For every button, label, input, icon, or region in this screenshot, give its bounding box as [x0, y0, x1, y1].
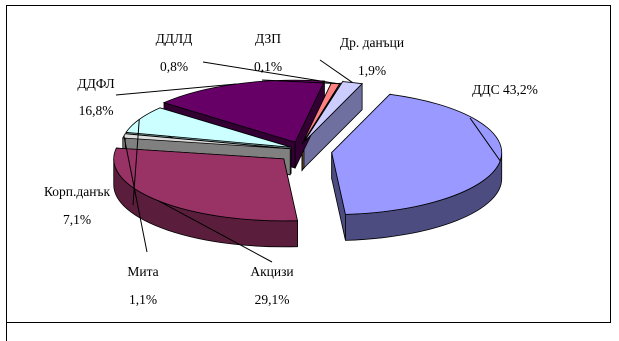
label-ddld-name: ДДЛД [156, 31, 193, 46]
label-ddld-pct: 0,8% [160, 59, 188, 74]
label-korp-name: Корп.данък [44, 184, 110, 199]
slice-дрданъци [303, 81, 363, 143]
leader-акцизи [157, 200, 273, 263]
leader-корпданък [132, 119, 140, 206]
leader-lines [115, 59, 501, 263]
label-ddfl-pct: 16,8% [79, 103, 114, 118]
label-dr-name: Др. данъци [340, 35, 404, 50]
pie-tops [113, 79, 503, 222]
label-dds: ДДС 43,2% [472, 82, 538, 97]
frame-edge [6, 322, 7, 341]
leader-ддс [469, 117, 501, 162]
slice-мита [122, 133, 291, 150]
label-dr-pct: 1,9% [358, 63, 386, 78]
slice-ддфл [162, 79, 326, 143]
label-akcizi-name: Акцизи [250, 264, 293, 279]
leader-мита [123, 135, 148, 253]
label-korp-pct: 7,1% [63, 212, 91, 227]
label-akcizi-pct: 29,1% [255, 292, 290, 307]
leader-ддфл [115, 83, 237, 96]
leader-ддлд [202, 61, 336, 84]
label-mita-pct: 1,1% [129, 292, 157, 307]
label-dzp-name: ДЗП [255, 31, 281, 46]
label-ddfl-name: ДДФЛ [77, 76, 114, 91]
leader-дзп [261, 79, 341, 85]
label-mita-name: Мита [127, 264, 158, 279]
label-dzp-pct: 0,1% [254, 59, 282, 74]
leader-дрданъци [319, 59, 353, 83]
